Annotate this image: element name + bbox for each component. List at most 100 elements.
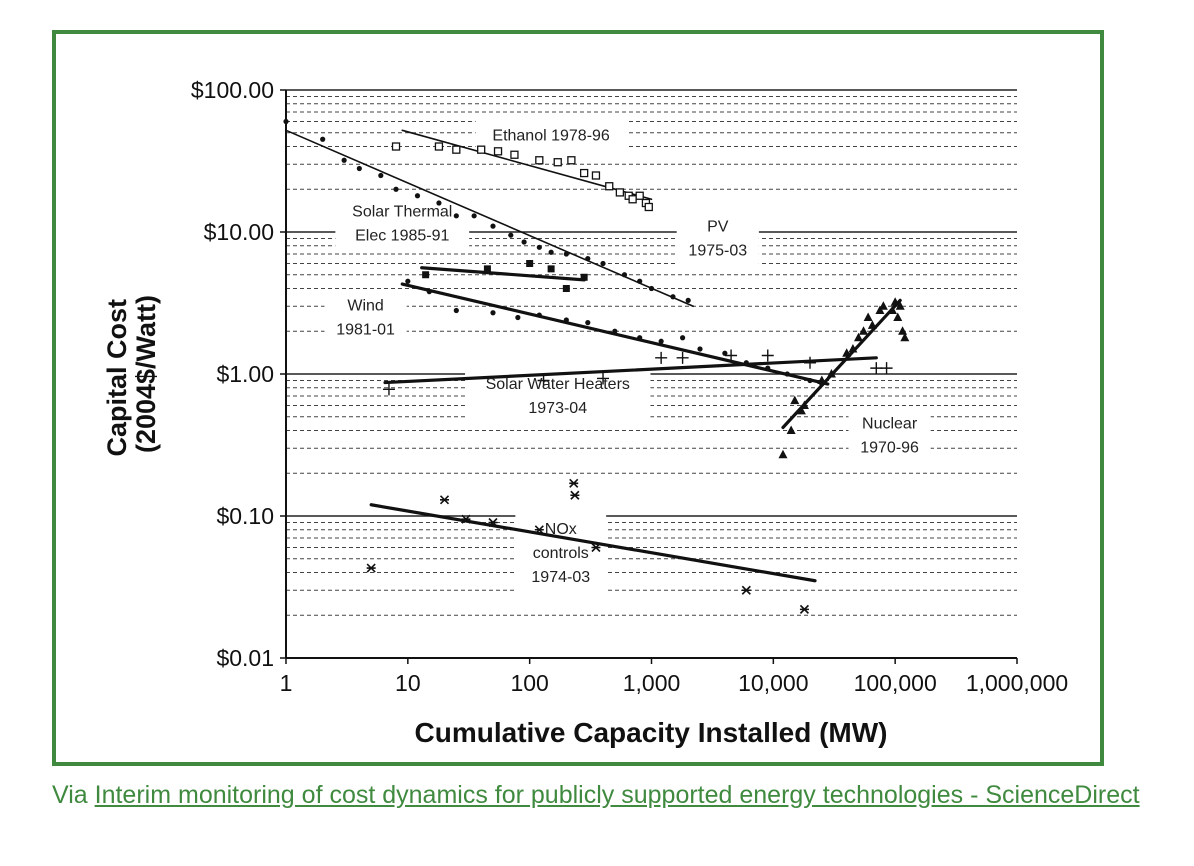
data-point [697,346,703,352]
data-point [870,362,883,375]
data-point [378,172,384,179]
data-point [477,145,486,154]
series-label: 1975-03 [688,242,747,259]
source-link[interactable]: Interim monitoring of cost dynamics for … [94,781,1140,809]
chart-svg: 1 10 100 1,000 10,000 100,000 1,000,000 $100.00… [102,77,1068,748]
data-point [453,213,459,219]
data-point [621,272,628,278]
data-point [563,317,569,323]
data-point [526,260,534,268]
y-axis-title-line-1: Capital Cost [102,299,132,457]
data-point [553,158,562,167]
data-point [628,195,637,204]
data-point [548,249,554,255]
data-point [796,405,806,415]
data-point [867,320,877,329]
x-tick-label: 1,000 [623,670,681,696]
data-point [807,377,813,384]
data-point [536,244,542,250]
data-point [471,213,477,219]
caption-prefix: Via [52,781,95,809]
y-tick-label: $100.00 [191,77,274,103]
x-tick-label: 10 [395,670,421,696]
data-point [585,320,591,326]
data-point [826,369,836,378]
data-point [799,400,809,410]
data-point [722,350,728,356]
data-point [741,585,751,595]
series-label: controls [533,545,589,562]
data-point [799,604,809,614]
series-label: Ethanol 1978-96 [492,127,610,144]
data-point [597,372,610,385]
data-point [680,335,686,341]
data-point [493,147,503,156]
data-point [605,182,614,191]
data-point [585,255,591,262]
data-point [817,375,827,384]
data-point [562,285,570,293]
data-point [405,278,411,284]
y-tick-label: $0.10 [216,503,274,529]
data-point [510,150,519,159]
data-point [859,326,869,335]
data-point [637,278,643,284]
series-label: 1981-01 [336,321,395,338]
data-point [356,165,362,172]
data-point [743,360,749,366]
annot-layer: Ethanol 1978-96 PV 1975-03 Solar Thermal Ele… [336,127,919,586]
data-point [366,563,376,573]
data-point [790,395,800,405]
x-tick-label: 10,000 [738,670,808,696]
data-point [320,136,326,142]
data-point [784,371,790,377]
trend-line [400,282,830,386]
series-label: Elec 1985-91 [355,227,449,244]
data-point [591,542,601,553]
data-point [853,332,863,342]
fit-layer [285,129,902,583]
data-point [490,223,496,229]
data-point [452,145,461,154]
data-point [547,265,555,273]
series-label: Solar Water Heaters [486,376,630,393]
series-label-bg [335,196,470,251]
data-point [537,374,550,387]
data-point [567,156,576,165]
data-point [521,239,527,245]
data-point [804,356,817,369]
data-point [515,314,521,321]
data-point [591,171,601,180]
series-label: 1970-96 [860,439,919,456]
data-point [842,348,852,357]
data-point [382,383,395,396]
data-point [676,351,689,364]
y-tick-label: $1.00 [216,361,274,387]
data-point [436,200,442,206]
series-label-bg [676,211,759,266]
data-point [422,271,430,279]
data-point [615,188,625,197]
data-point [765,365,771,371]
data-point [535,156,544,165]
point-layer [283,118,910,614]
data-point [637,335,643,341]
data-point [893,312,903,321]
series-label: NOx [545,521,577,538]
data-point [848,343,858,353]
data-point [875,305,885,315]
data-point [439,495,450,505]
data-point [890,297,900,306]
data-point [534,525,544,535]
data-point [725,349,738,362]
y-axis-title-line-2: (2004$/Watt) [131,295,161,453]
data-point [887,305,897,315]
series-label: Wind [347,297,383,314]
data-point [786,425,796,435]
series-label: PV [707,218,729,235]
data-point [863,312,873,321]
data-point [761,349,774,362]
series-label: 1974-03 [531,569,590,586]
data-point [670,294,676,300]
data-point [461,514,471,524]
